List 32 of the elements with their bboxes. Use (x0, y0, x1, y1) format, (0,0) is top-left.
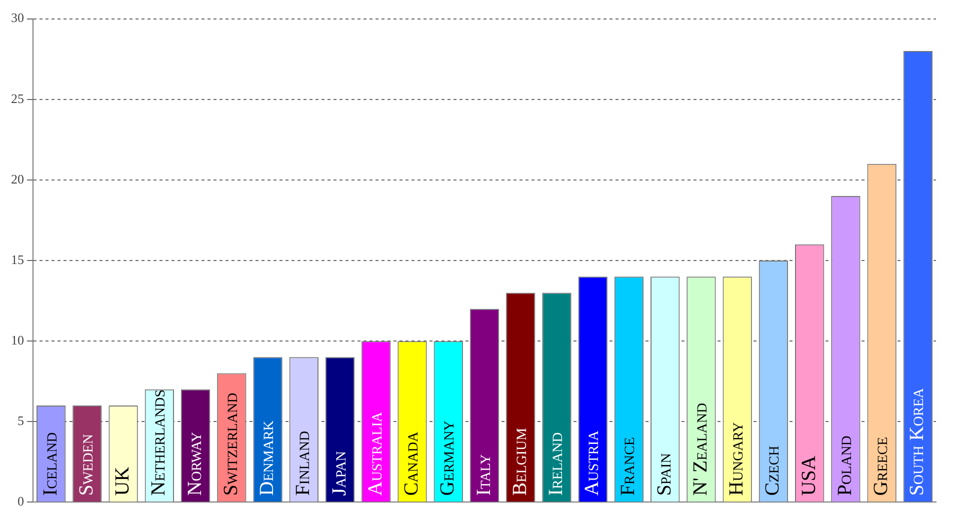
x-tick-label: N' Zealand (689, 402, 712, 496)
x-tick-label: Netherlands (148, 389, 170, 496)
y-tick-label: 10 (11, 332, 24, 348)
x-tick-label: Italy (472, 454, 495, 496)
x-tick-label: Germany (436, 420, 459, 496)
y-tick-label: 20 (11, 171, 24, 186)
x-tick-label: UK (112, 466, 134, 496)
x-tick-label: Switzerland (220, 392, 242, 496)
x-tick-label: Poland (834, 436, 856, 496)
x-tick-label: South Korea (906, 387, 928, 496)
x-tick-label: Hungary (726, 422, 748, 496)
x-tick-label: Belgium (508, 427, 531, 496)
x-tick-label: Spain (653, 453, 676, 496)
x-tick-label: Greece (870, 436, 892, 496)
x-tick-label: USA (798, 455, 820, 496)
x-tick-label: Japan (328, 451, 350, 496)
y-tick-label: 15 (11, 252, 24, 267)
x-tick-label: Sweden (75, 434, 98, 496)
y-tick-label: 0 (18, 494, 24, 509)
y-tick-label: 30 (11, 10, 24, 26)
x-tick-label: Czech (762, 446, 784, 496)
x-tick-label: Norway (184, 432, 206, 496)
y-tick-label: 25 (11, 90, 24, 106)
x-tick-label: Austria (581, 430, 604, 496)
x-tick-label: Denmark (256, 420, 278, 496)
y-tick-label: 5 (18, 413, 24, 428)
x-tick-label: France (617, 437, 640, 496)
x-tick-label: Iceland (39, 432, 62, 496)
x-tick-label: Ireland (544, 432, 567, 496)
x-tick-label: Australia (364, 411, 386, 496)
x-tick-label: Finland (292, 430, 314, 496)
x-tick-label: Canada (400, 430, 423, 496)
